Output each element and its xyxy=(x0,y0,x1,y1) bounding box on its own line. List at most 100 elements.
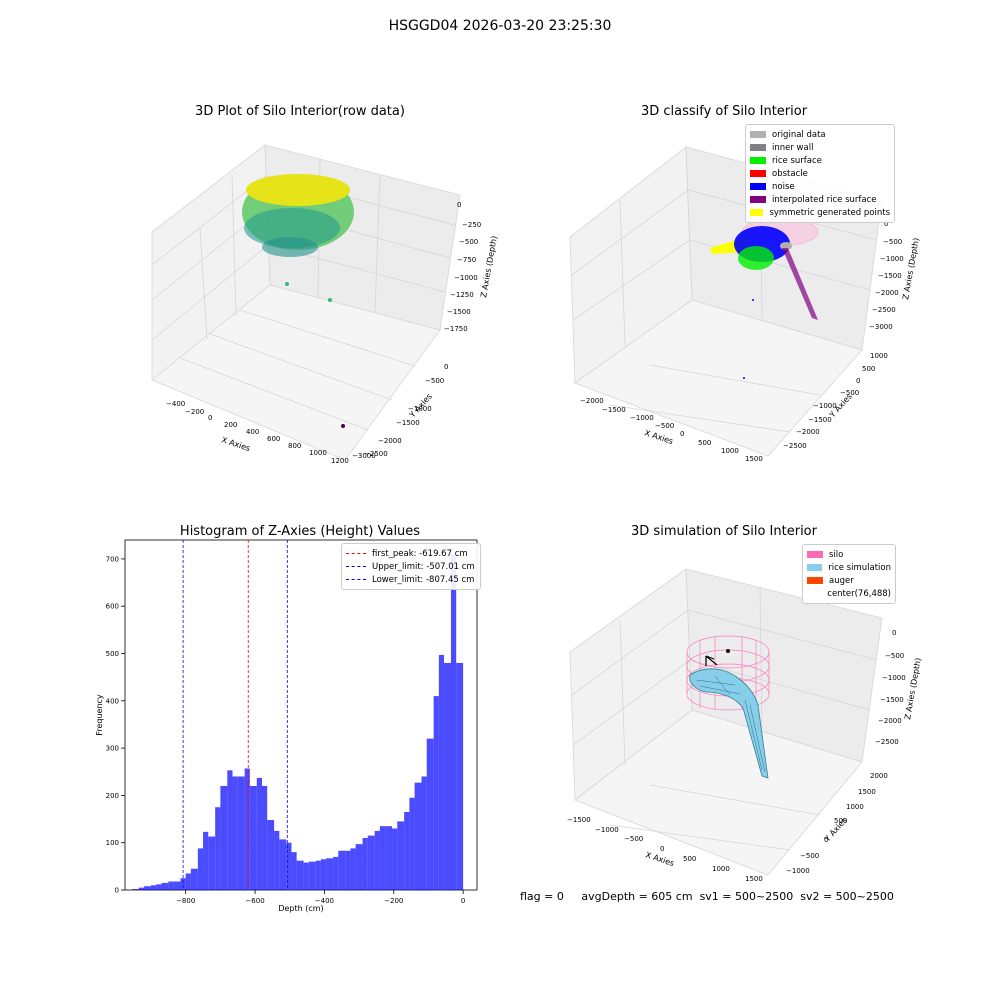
legend-item: rice surface xyxy=(750,154,890,167)
simulation-y-tick: −500 xyxy=(800,852,819,860)
histogram-bar xyxy=(197,848,204,890)
histogram-bar xyxy=(421,776,427,890)
classify-y-tick: −2500 xyxy=(783,442,807,450)
raw-z-tick: −250 xyxy=(462,221,481,229)
histogram-reference-lines xyxy=(182,540,288,890)
classify-y-tick: 500 xyxy=(862,365,875,373)
histogram-y-tick-label: 400 xyxy=(106,697,119,705)
histogram-x-tick-label: −800 xyxy=(176,897,195,905)
histogram-bar xyxy=(173,881,181,890)
simulation-y-tick: 0 xyxy=(824,836,828,844)
histogram-bar xyxy=(426,738,434,890)
histogram-bar xyxy=(404,811,410,890)
simulation-y-tick: 2000 xyxy=(870,772,888,780)
histogram-bar xyxy=(362,837,368,890)
legend-swatch xyxy=(750,196,766,203)
legend-item: Lower_limit: -807.45 cm xyxy=(346,573,476,586)
classify-z-tick: 0 xyxy=(884,220,888,228)
legend-item: center(76,488) xyxy=(807,587,891,600)
histogram-bar xyxy=(256,777,262,890)
histogram-chart: −800 −600 −400 −200 0 0 100 200 300 400 500 600 700… xyxy=(95,539,478,913)
classify-plot-title: 3D classify of Silo Interior xyxy=(640,104,808,119)
classify-z-tick: −1000 xyxy=(880,255,904,263)
histogram-bar xyxy=(237,776,245,890)
histogram-bar xyxy=(131,889,139,890)
classify-x-tick: 1000 xyxy=(721,447,739,455)
classify-y-tick: −1000 xyxy=(813,402,837,410)
legend-item: original data xyxy=(750,128,890,141)
histogram-bar xyxy=(279,839,287,890)
raw-panes xyxy=(151,144,461,461)
legend-line xyxy=(346,553,366,554)
simulation-y-tick: 1500 xyxy=(858,788,876,796)
histogram-bar xyxy=(138,887,145,890)
classify-z-tick: −2000 xyxy=(875,289,899,297)
histogram-y-tick-label: 700 xyxy=(106,555,119,563)
classify-x-tick: 1500 xyxy=(745,455,763,463)
histogram-y-tick-label: 0 xyxy=(115,887,119,895)
histogram-bar xyxy=(379,826,386,890)
simulation-z-tick: −1500 xyxy=(880,696,904,704)
figure-title: HSGGD04 2026-03-20 23:25:30 xyxy=(388,18,612,34)
legend-item: rice simulation xyxy=(807,561,891,574)
legend-item: silo xyxy=(807,548,891,561)
histogram-y-tick-label: 300 xyxy=(106,745,119,753)
raw-y-tick: −2000 xyxy=(378,437,402,445)
simulation-z-tick: 0 xyxy=(892,629,896,637)
legend-swatch xyxy=(807,577,823,584)
classify-x-tick: 500 xyxy=(698,439,711,447)
legend-swatch xyxy=(750,144,766,151)
histogram-bar xyxy=(151,885,157,890)
classify-y-tick: −500 xyxy=(840,389,859,397)
classify-y-tick: 1000 xyxy=(870,352,888,360)
legend-item: symmetric generated points xyxy=(750,206,890,219)
simulation-panes xyxy=(569,568,883,876)
histogram-x-tick-label: −200 xyxy=(384,897,403,905)
histogram-bar xyxy=(320,859,327,890)
raw-x-tick: 600 xyxy=(267,435,280,443)
simulation-x-tick: 0 xyxy=(660,845,664,853)
histogram-bar xyxy=(244,768,250,890)
histogram-bar xyxy=(261,785,268,890)
raw-x-tick: 400 xyxy=(246,428,259,436)
histogram-bars xyxy=(131,554,464,890)
simulation-z-tick: −2000 xyxy=(878,717,902,725)
histogram-bar xyxy=(215,807,221,890)
legend-line xyxy=(346,566,366,567)
legend-item: first_peak: -619.67 cm xyxy=(346,547,476,560)
status-avg-depth: avgDepth = 605 cm xyxy=(581,890,693,903)
simulation-axis-ticks: −1500 −1000 −500 0 500 1000 1500 2000 15… xyxy=(567,629,906,883)
raw-x-tick: −400 xyxy=(166,400,185,408)
classify-x-tick: 0 xyxy=(680,430,684,438)
classify-3d-plot: −2000 −1500 −1000 −500 0 500 1000 1500 1… xyxy=(569,146,921,463)
histogram-bar xyxy=(433,696,439,890)
histogram-bar xyxy=(374,830,380,890)
classify-y-tick: −1500 xyxy=(808,416,832,424)
legend-item: Upper_limit: -507.01 cm xyxy=(346,560,476,573)
simulation-y-tick: −1000 xyxy=(786,867,810,875)
histogram-bar xyxy=(185,873,191,890)
histogram-y-tick-label: 200 xyxy=(106,792,119,800)
classify-y-tick: −2000 xyxy=(796,428,820,436)
simulation-y-tick: 1000 xyxy=(846,803,864,811)
histogram-bar xyxy=(308,861,316,890)
legend-swatch xyxy=(750,170,766,177)
simulation-x-tick: −500 xyxy=(624,835,643,843)
histogram-x-ticks: −800 −600 −400 −200 0 xyxy=(176,890,465,905)
histogram-bar xyxy=(338,850,346,890)
classify-x-tick: −1000 xyxy=(630,414,654,422)
histogram-bar xyxy=(385,826,393,890)
classify-y-tick: 0 xyxy=(856,377,860,385)
histogram-bar xyxy=(345,850,351,890)
legend-line xyxy=(346,579,366,580)
histogram-y-tick-label: 100 xyxy=(106,839,119,847)
histogram-bar xyxy=(227,770,233,890)
rice-simulation-surface xyxy=(689,668,769,779)
classify-x-tick: −500 xyxy=(655,422,674,430)
histogram-y-ticks: 0 100 200 300 400 500 600 700 xyxy=(106,555,125,895)
raw-y-tick: 0 xyxy=(444,363,448,371)
simulation-x-tick: −1500 xyxy=(567,816,591,824)
histogram-bar xyxy=(274,830,280,890)
histogram-bar xyxy=(414,782,422,890)
histogram-bar xyxy=(180,878,186,890)
